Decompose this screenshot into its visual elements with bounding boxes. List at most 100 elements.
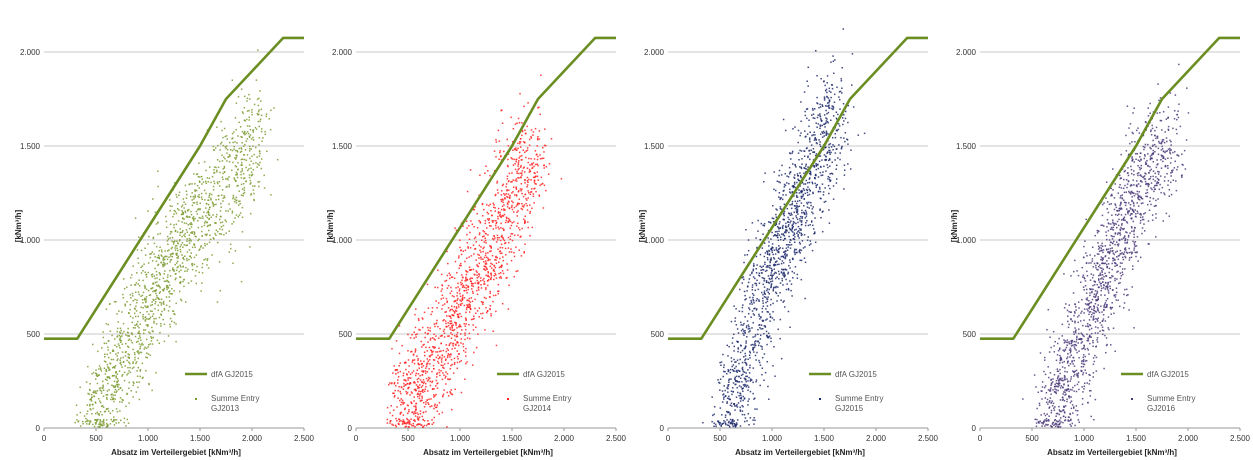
- scatter-point: [732, 425, 735, 428]
- scatter-point: [791, 150, 794, 153]
- scatter-point: [194, 275, 197, 277]
- scatter-point: [766, 289, 768, 292]
- scatter-point: [239, 202, 241, 205]
- scatter-point: [513, 255, 516, 258]
- scatter-point: [1110, 277, 1112, 279]
- scatter-point: [266, 150, 268, 153]
- scatter-point: [528, 171, 531, 173]
- scatter-point: [828, 151, 831, 154]
- scatter-point: [196, 265, 198, 268]
- scatter-point: [135, 301, 138, 304]
- scatter-point: [738, 370, 741, 372]
- scatter-point: [142, 307, 144, 309]
- scatter-point: [498, 266, 501, 269]
- scatter-point: [806, 191, 809, 194]
- scatter-point: [178, 191, 181, 194]
- scatter-point: [839, 158, 841, 161]
- scatter-point: [517, 161, 520, 164]
- scatter-point: [520, 182, 523, 185]
- x-tick-label: 2.500: [1230, 434, 1251, 443]
- scatter-point: [497, 215, 499, 218]
- scatter-point: [463, 286, 466, 289]
- scatter-point: [467, 299, 469, 302]
- scatter-point: [465, 355, 467, 357]
- scatter-point: [486, 204, 488, 206]
- scatter-point: [459, 303, 462, 305]
- scatter-point: [456, 327, 458, 329]
- scatter-point: [724, 416, 727, 418]
- scatter-point: [94, 401, 97, 403]
- scatter-point: [814, 136, 817, 139]
- scatter-point: [193, 198, 195, 200]
- scatter-point: [455, 334, 458, 336]
- scatter-point: [727, 387, 729, 390]
- scatter-point: [483, 260, 485, 263]
- scatter-point: [530, 191, 532, 193]
- scatter-point: [840, 78, 842, 80]
- scatter-point: [410, 402, 413, 405]
- scatter-point: [186, 193, 188, 196]
- scatter-point: [445, 311, 447, 313]
- scatter-point: [187, 268, 189, 271]
- scatter-point: [793, 272, 795, 274]
- scatter-point: [119, 336, 122, 338]
- scatter-point: [95, 369, 97, 371]
- scatter-point: [210, 199, 212, 201]
- scatter-point: [832, 108, 834, 111]
- x-tick-label: 1.500: [1126, 434, 1147, 443]
- scatter-point: [804, 136, 807, 138]
- scatter-point: [528, 178, 530, 181]
- scatter-point: [239, 200, 241, 202]
- scatter-point: [1057, 389, 1059, 392]
- scatter-point: [518, 151, 521, 154]
- y-tick-label: 500: [27, 330, 41, 339]
- scatter-point: [482, 250, 484, 253]
- scatter-point: [415, 333, 417, 336]
- scatter-point: [169, 259, 172, 261]
- scatter-point: [510, 259, 513, 262]
- scatter-point: [201, 215, 204, 218]
- scatter-point: [531, 163, 533, 165]
- scatter-point: [473, 253, 475, 255]
- scatter-point: [91, 403, 94, 406]
- scatter-point: [1101, 242, 1103, 245]
- scatter-point: [111, 396, 113, 398]
- scatter-point: [1079, 281, 1082, 283]
- scatter-point: [478, 316, 480, 318]
- scatter-point: [755, 309, 758, 311]
- scatter-point: [735, 370, 737, 373]
- scatter-point: [738, 310, 741, 312]
- scatter-point: [757, 333, 759, 336]
- scatter-point: [116, 327, 119, 330]
- scatter-point: [215, 199, 217, 201]
- scatter-point: [796, 251, 798, 254]
- scatter-point: [1059, 377, 1061, 380]
- scatter-point: [193, 202, 196, 204]
- scatter-point: [759, 334, 762, 337]
- scatter-point: [146, 305, 149, 308]
- scatter-point: [744, 352, 746, 355]
- scatter-point: [418, 397, 421, 400]
- scatter-point: [114, 398, 116, 400]
- scatter-point: [400, 404, 402, 406]
- scatter-point: [183, 285, 185, 288]
- scatter-point: [241, 111, 244, 113]
- scatter-point: [736, 404, 738, 406]
- scatter-point: [843, 120, 845, 122]
- scatter-point: [451, 327, 453, 329]
- scatter-point: [805, 221, 807, 224]
- scatter-point: [819, 143, 821, 146]
- scatter-point: [188, 242, 191, 244]
- scatter-point: [396, 420, 398, 422]
- scatter-point: [445, 383, 447, 385]
- scatter-point: [464, 317, 467, 319]
- scatter-point: [241, 141, 243, 144]
- scatter-point: [735, 324, 738, 326]
- scatter-point: [447, 395, 450, 397]
- scatter-point: [220, 226, 223, 228]
- scatter-point: [117, 352, 119, 354]
- scatter-point: [105, 419, 108, 421]
- scatter-point: [237, 162, 239, 164]
- scatter-point: [244, 143, 246, 146]
- scatter-point: [776, 225, 779, 228]
